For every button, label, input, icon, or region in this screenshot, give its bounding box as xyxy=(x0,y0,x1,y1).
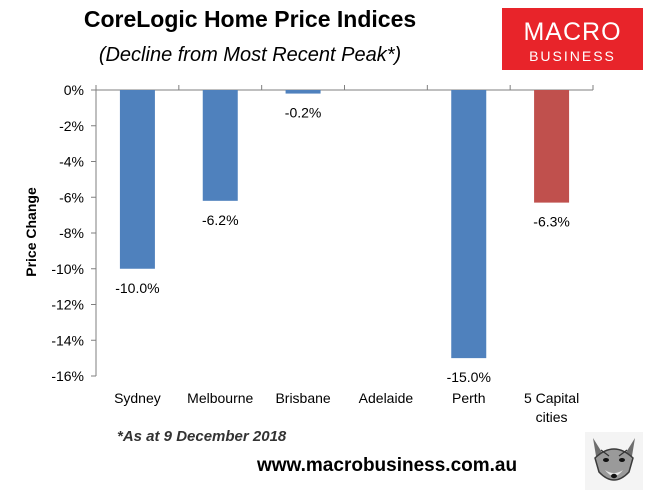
x-tick-label: cities xyxy=(536,409,568,425)
bar xyxy=(202,90,238,201)
website-url: www.macrobusiness.com.au xyxy=(257,455,518,476)
x-tick-label: Adelaide xyxy=(359,390,414,406)
y-tick-label: -2% xyxy=(59,118,84,134)
data-label: -0.2% xyxy=(285,105,322,121)
x-tick-label: Melbourne xyxy=(187,390,253,406)
data-label: -6.3% xyxy=(533,214,570,230)
logo-background xyxy=(502,8,643,70)
x-tick-label: Perth xyxy=(452,390,485,406)
y-tick-label: -4% xyxy=(59,154,84,170)
chart-subtitle: (Decline from Most Recent Peak*) xyxy=(98,44,402,66)
y-tick-label: -16% xyxy=(51,368,84,384)
bar xyxy=(285,90,321,94)
bar xyxy=(119,90,155,269)
axis-layer: 0% -2% -4% -6% -8% -10% -12% -14% -16% xyxy=(51,82,594,384)
data-label: -6.2% xyxy=(202,212,239,228)
macrobusiness-logo: MACRO BUSINESS xyxy=(502,8,643,70)
y-tick-label: -14% xyxy=(51,332,84,348)
y-tick-label: 0% xyxy=(64,82,84,98)
data-label: -10.0% xyxy=(115,280,159,296)
y-tick-label: -12% xyxy=(51,297,84,313)
logo-text-business: BUSINESS xyxy=(529,48,616,64)
chart-title: CoreLogic Home Price Indices xyxy=(83,6,417,32)
x-tick-label: 5 Capital xyxy=(524,390,579,406)
bar xyxy=(451,90,487,359)
y-tick-label: -10% xyxy=(51,261,84,277)
logo-text-macro: MACRO xyxy=(523,18,621,46)
data-label: -15.0% xyxy=(447,369,491,385)
bars-layer xyxy=(119,90,570,359)
fox-mascot-icon xyxy=(585,432,643,490)
footnote: *As at 9 December 2018 xyxy=(117,428,287,445)
x-tick-label: Brisbane xyxy=(275,390,330,406)
bar xyxy=(534,90,570,203)
x-tick-label: Sydney xyxy=(114,390,161,406)
y-tick-label: -6% xyxy=(59,189,84,205)
y-tick-label: -8% xyxy=(59,225,84,241)
labels-layer: Sydney -10.0% Melbourne -6.2% Brisbane -0.2% A… xyxy=(114,105,579,425)
